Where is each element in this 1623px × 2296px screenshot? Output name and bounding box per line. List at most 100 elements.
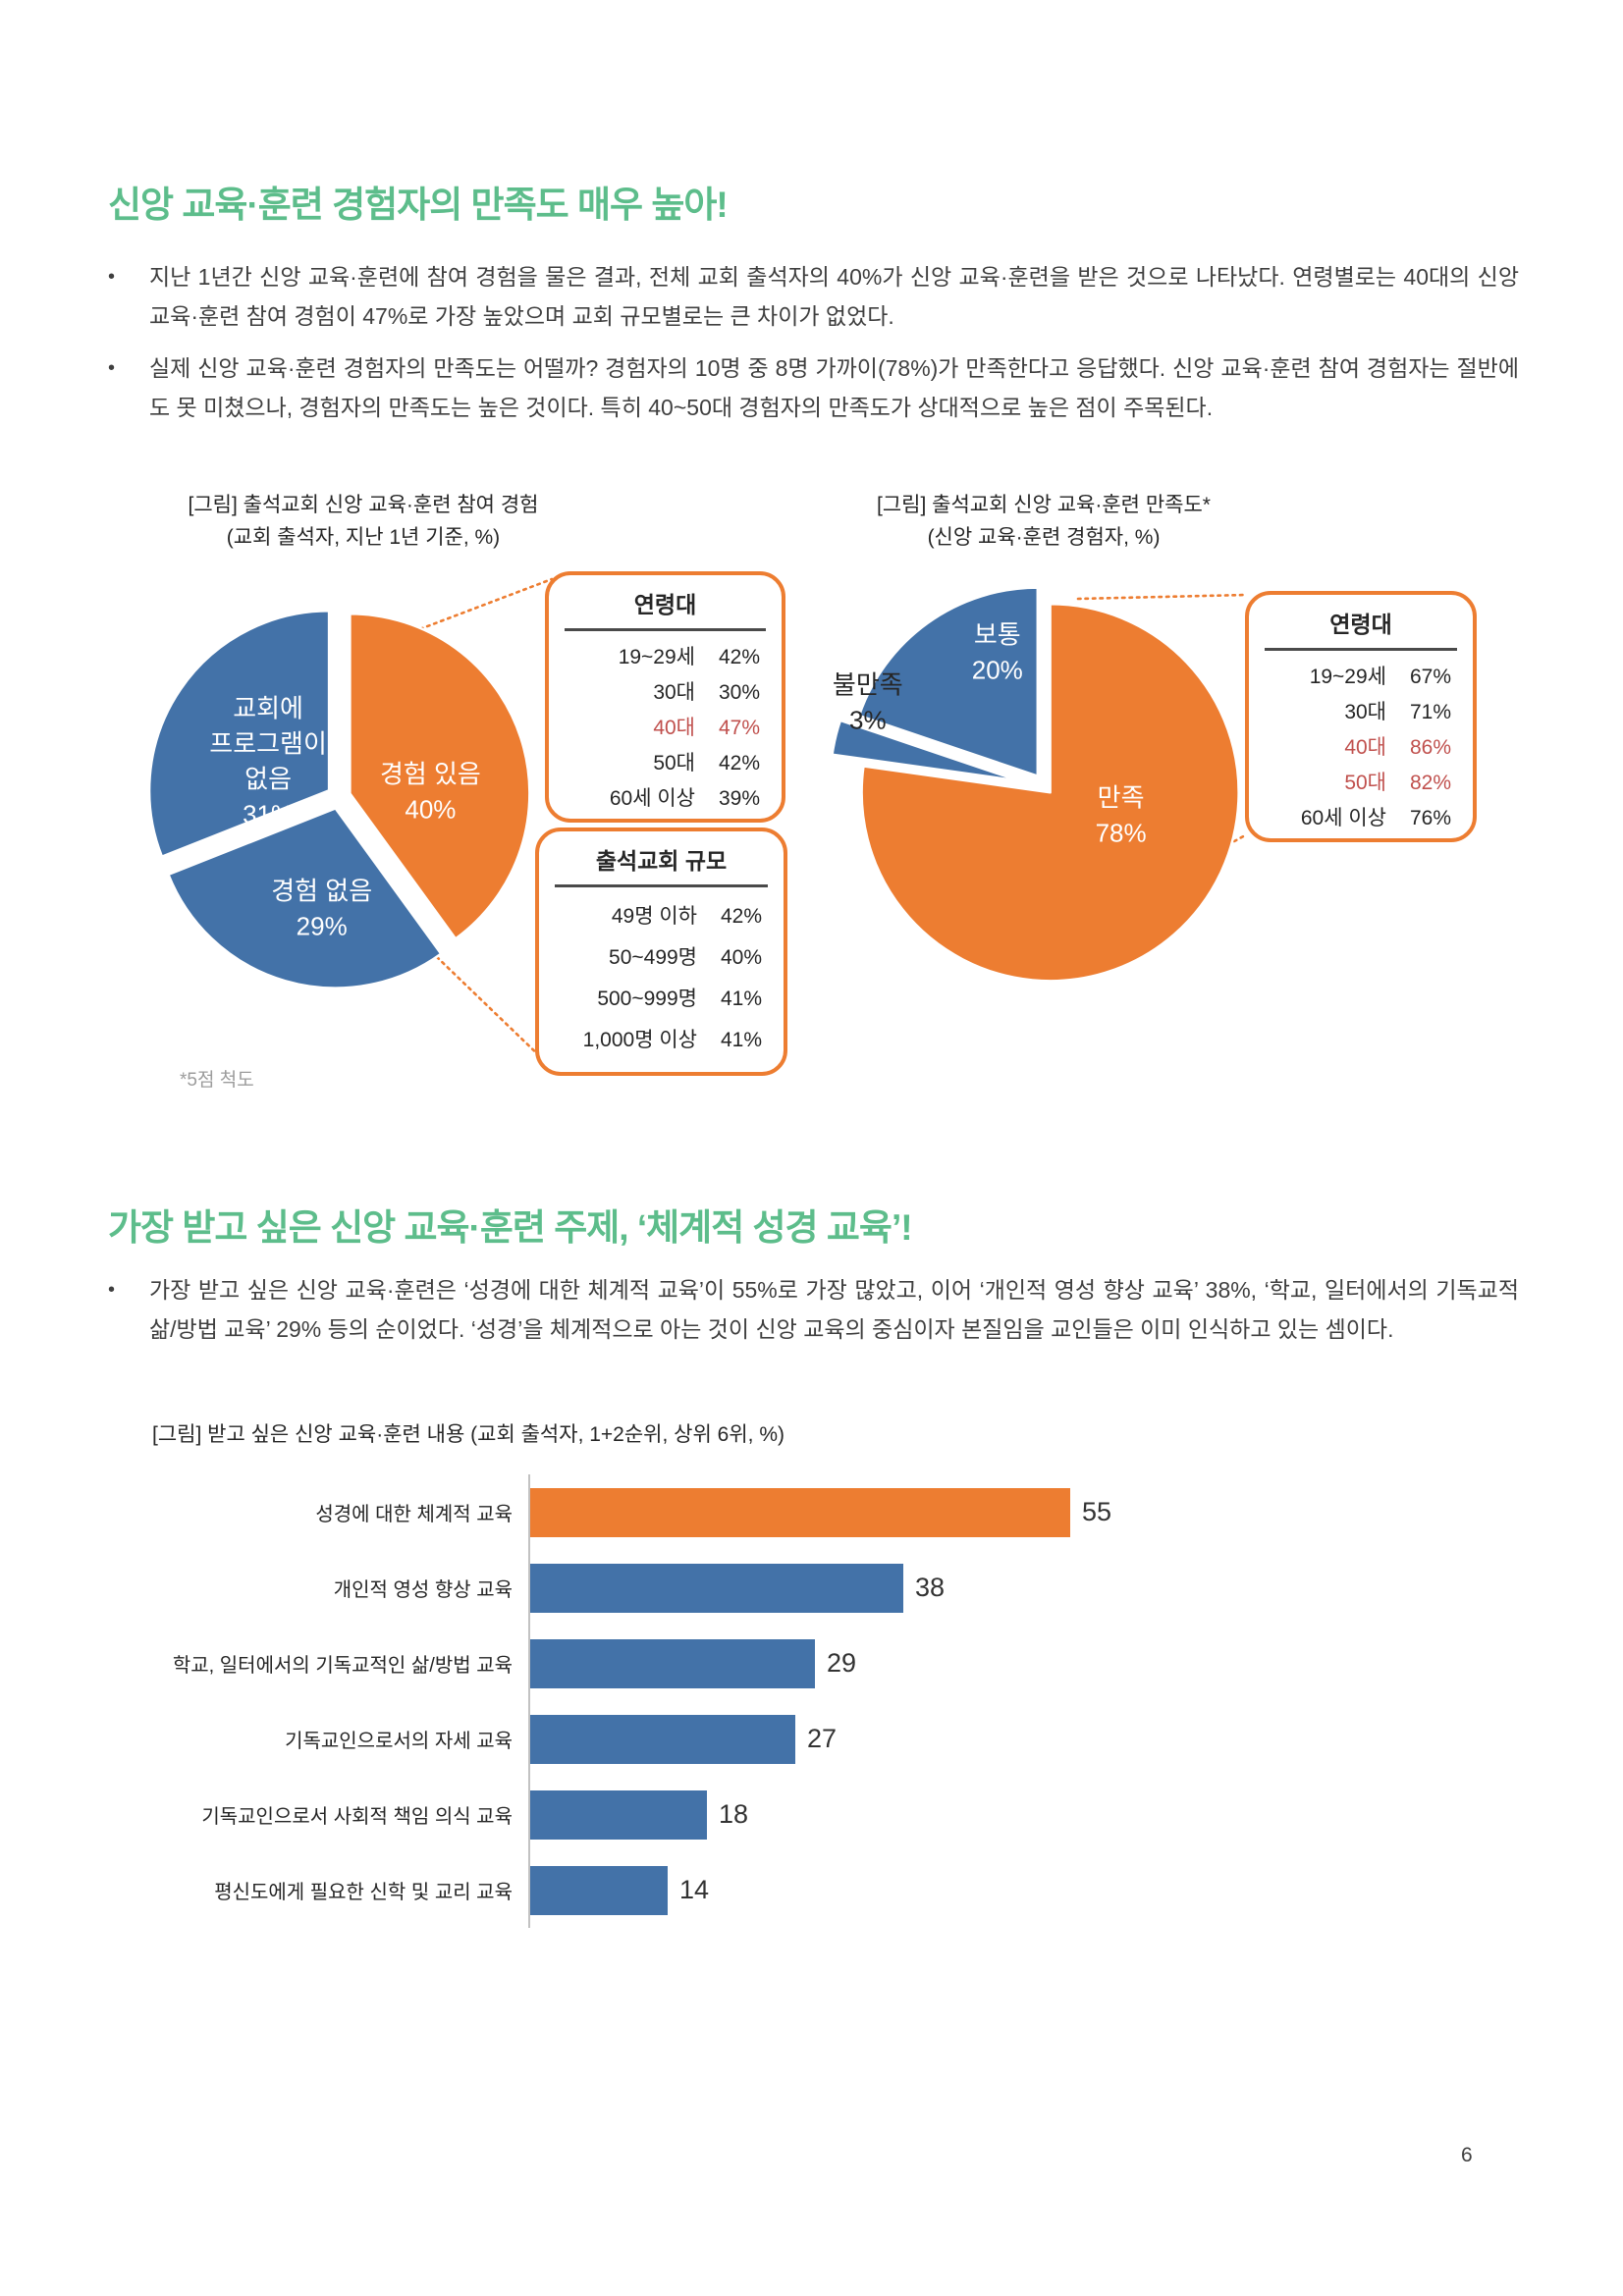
bar-chart-rows: 성경에 대한 체계적 교육 55 개인적 영성 향상 교육 38 학교, 일터에서의 기… (108, 1474, 1384, 1928)
bar-category-label: 기독교인으로서의 자세 교육 (285, 1731, 513, 1752)
figure2-caption: [그림] 출석교회 신앙 교육·훈련 만족도* (신앙 교육·훈련 경험자, %… (813, 489, 1274, 554)
callout-row: 40대 47% (559, 711, 760, 746)
bullet-item: • 지난 1년간 신앙 교육·훈련에 참여 경험을 물은 결과, 전체 교회 출… (108, 257, 1519, 336)
bullet-text: 지난 1년간 신앙 교육·훈련에 참여 경험을 물은 결과, 전체 교회 출석자… (149, 264, 1519, 329)
section2-bullets: • 가장 받고 싶은 신앙 교육·훈련은 ‘성경에 대한 체계적 교육’이 55… (108, 1270, 1519, 1362)
callout-title: 연령대 (1329, 612, 1392, 637)
callout-row-label: 60세 이상 (1300, 807, 1386, 829)
callout-row-value: 41% (720, 988, 762, 1010)
figure1-caption-line2: (교회 출석자, 지난 1년 기준, %) (226, 526, 501, 549)
bullet-marker: • (108, 357, 116, 379)
figure1-caption: [그림] 출석교회 신앙 교육·훈련 참여 경험 (교회 출석자, 지난 1년 … (128, 489, 599, 554)
callout-row-label: 19~29세 (1309, 666, 1386, 688)
bar-track: 29 (528, 1626, 1384, 1701)
bar-row: 성경에 대한 체계적 교육 55 (108, 1474, 1384, 1550)
pie-slice-label: 3% (849, 706, 887, 735)
pie-slice-label: 보통 (974, 620, 1021, 650)
bar (530, 1638, 815, 1688)
bar-category-label: 평신도에게 필요한 신학 및 교리 교육 (214, 1882, 513, 1903)
pie-slice-label: 20% (972, 656, 1023, 685)
bullet-item: • 실제 신앙 교육·훈련 경험자의 만족도는 어떨까? 경험자의 10명 중 … (108, 348, 1519, 427)
bar-category-label: 학교, 일터에서의 기독교적인 삶/방법 교육 (172, 1655, 513, 1677)
callout-row-label: 60세 이상 (609, 787, 695, 810)
bar-value-label: 29 (827, 1648, 857, 1678)
pie-slice-label: 29% (297, 912, 348, 941)
callout-row-label: 50~499명 (609, 946, 697, 969)
callout-row: 1,000명 이상 41% (549, 1020, 762, 1061)
callout-row-value: 71% (1409, 701, 1451, 723)
bullet-text: 실제 신앙 교육·훈련 경험자의 만족도는 어떨까? 경험자의 10명 중 8명… (149, 355, 1519, 420)
section2-title: 가장 받고 싶은 신앙 교육·훈련 주제, ‘체계적 성경 교육’! (108, 1207, 913, 1248)
callout-row-label: 30대 (1344, 701, 1386, 723)
callout-row-value: 39% (718, 787, 760, 810)
bar-chart-desired-training: 성경에 대한 체계적 교육 55 개인적 영성 향상 교육 38 학교, 일터에서의 기… (108, 1474, 1384, 1928)
callout-row-label: 1,000명 이상 (582, 1029, 697, 1051)
pie-chart-satisfaction: 만족 78% 불만족 3% 보통 20% (831, 586, 1240, 983)
section1-bullets: • 지난 1년간 신앙 교육·훈련에 참여 경험을 물은 결과, 전체 교회 출… (108, 257, 1519, 440)
pie-slice-label: 경험 있음 (380, 759, 481, 788)
callout-row: 60세 이상 39% (559, 781, 760, 817)
bar (530, 1714, 795, 1764)
callout-row-label: 500~999명 (597, 988, 697, 1010)
callout-row-label: 30대 (653, 681, 695, 704)
callout-row: 40대 86% (1259, 730, 1451, 766)
callout-row-value: 67% (1409, 666, 1451, 688)
callout-row: 60세 이상 76% (1259, 801, 1451, 836)
callout-title: 출석교회 규모 (595, 848, 728, 874)
bar-row: 기독교인으로서의 자세 교육 27 (108, 1701, 1384, 1777)
pie-slice-label: 31% (243, 799, 294, 828)
bar-value-label: 14 (679, 1875, 710, 1904)
callout-row-value: 40% (720, 946, 762, 969)
bar-value-label: 55 (1082, 1497, 1112, 1526)
figure3-caption: [그림] 받고 싶은 신앙 교육·훈련 내용 (교회 출석자, 1+2순위, 상… (152, 1423, 784, 1446)
bar (530, 1563, 903, 1613)
callout-row: 500~999명 41% (549, 979, 762, 1020)
callout-row-label: 40대 (653, 717, 695, 739)
callout-box-age-participation: 연령대 19~29세 42% 30대 30% 40대 47% 50대 42% 60세 이상 39% (545, 571, 785, 823)
callout-row: 30대 71% (1259, 695, 1451, 730)
bar-category-label: 기독교인으로서 사회적 책임 의식 교육 (201, 1806, 513, 1828)
callout-row-label: 40대 (1344, 736, 1386, 759)
callout-row: 19~29세 42% (559, 640, 760, 675)
callout-row: 19~29세 67% (1259, 660, 1451, 695)
pie-slice (147, 610, 331, 858)
pie-slice-label: 교회에 (233, 693, 303, 722)
bar (530, 1789, 707, 1840)
bullet-item: • 가장 받고 싶은 신앙 교육·훈련은 ‘성경에 대한 체계적 교육’이 55… (108, 1270, 1519, 1349)
bar-value-label: 18 (719, 1799, 749, 1829)
bar (530, 1487, 1070, 1537)
bullet-marker: • (108, 1279, 116, 1301)
bullet-marker: • (108, 266, 116, 288)
callout-row-value: 42% (720, 905, 762, 928)
scale-footnote: *5점 척도 (180, 1070, 254, 1091)
pie-slice-label: 78% (1096, 818, 1147, 847)
bar-category-label: 성경에 대한 체계적 교육 (315, 1504, 513, 1525)
callout-title: 연령대 (633, 592, 697, 617)
bar-row: 학교, 일터에서의 기독교적인 삶/방법 교육 29 (108, 1626, 1384, 1701)
bar-track: 38 (528, 1550, 1384, 1626)
callout-divider (1265, 648, 1457, 651)
bar-track: 27 (528, 1701, 1384, 1777)
pie-slice (857, 586, 1040, 777)
pie-slice (349, 613, 531, 940)
callout-row-value: 82% (1409, 772, 1451, 794)
bar-track: 55 (528, 1474, 1384, 1550)
page-number: 6 (1461, 2144, 1473, 2166)
figure1-caption-line1: [그림] 출석교회 신앙 교육·훈련 참여 경험 (188, 494, 539, 516)
callout-row-label: 49명 이하 (611, 905, 697, 928)
callout-rows: 49명 이하 42% 50~499명 40% 500~999명 41% 1,000명 이상 4… (539, 896, 784, 1061)
bullet-text: 가장 받고 싶은 신앙 교육·훈련은 ‘성경에 대한 체계적 교육’이 55%로… (149, 1277, 1519, 1342)
callout-divider (565, 628, 766, 631)
callout-row-value: 76% (1409, 807, 1451, 829)
callout-row-value: 42% (718, 646, 760, 668)
callout-box-age-satisfaction: 연령대 19~29세 67% 30대 71% 40대 86% 50대 82% 60세 이상 76% (1245, 591, 1477, 842)
callout-row-label: 50대 (653, 752, 695, 774)
pie-slice (831, 719, 1021, 782)
bar-track: 14 (528, 1852, 1384, 1928)
pie-slice-label: 경험 없음 (271, 877, 372, 906)
bar (530, 1865, 668, 1915)
pie-slice-label: 없음 (244, 764, 292, 793)
bar-category-label: 개인적 영성 향상 교육 (333, 1579, 513, 1601)
